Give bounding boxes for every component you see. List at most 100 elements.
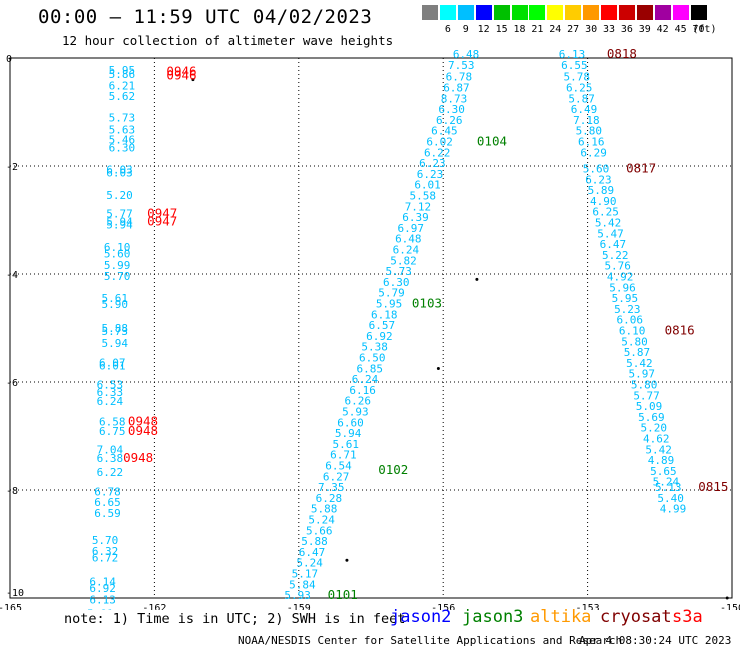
wave-height-label: 6.53 [97, 378, 124, 391]
wave-height-label: 5.99 [104, 259, 131, 272]
wave-height-label: 6.24 [97, 395, 124, 408]
scale-swatch-13 [654, 5, 671, 20]
wave-height-label: 5.60 [104, 247, 131, 260]
wave-height-label: 8.73 [441, 92, 468, 105]
wave-height-label: 6.65 [94, 496, 121, 509]
wave-height-label: 5.80 [621, 335, 648, 348]
x-tick-label: -156 [431, 603, 455, 610]
scale-label-33: 33 [602, 24, 616, 35]
wave-height-label: 6.28 [316, 492, 343, 505]
wave-height-label: 6.87 [443, 81, 470, 94]
wave-height-label: 6.85 [357, 362, 384, 375]
wave-height-label: 5.17 [292, 567, 319, 580]
wave-height-label: 5.79 [378, 287, 405, 300]
wave-height-label: 6.03 [106, 164, 132, 177]
pass-time-label: 0817 [626, 160, 656, 175]
wave-height-label: 5.88 [301, 535, 328, 548]
wave-height-label: 5.73 [385, 265, 412, 278]
wave-height-label: 5.61 [101, 292, 128, 305]
scale-label-6: 6 [444, 24, 451, 35]
wave-height-label: 6.47 [299, 546, 326, 559]
pass-time-label: 0948 [128, 423, 158, 438]
wave-height-label: 6.29 [580, 146, 607, 159]
wave-height-label: 6.75 [99, 425, 126, 438]
scale-swatch-1 [439, 5, 456, 20]
island-marker [475, 277, 479, 281]
x-tick-label: -165 [0, 603, 22, 610]
wave-height-label: 5.94 [106, 215, 133, 228]
pass-time-label: 0102 [378, 462, 408, 477]
wave-height-label: 4.90 [590, 195, 617, 208]
wave-height-label: 6.30 [438, 103, 465, 116]
wave-height-label: 5.94 [106, 219, 133, 232]
wave-height-label: 6.49 [571, 103, 598, 116]
wave-height-label: 5.65 [650, 465, 677, 478]
scale-label-21: 21 [531, 24, 544, 35]
wave-height-label: 5.20 [106, 189, 132, 202]
mission-jason3: jason3 [462, 607, 524, 627]
map-plot: -165 -162 -159 -156 -153 -150 0 -2 -4 -6 -8 -10 5.95… [0, 46, 740, 610]
scale-swatch-15 [690, 5, 707, 20]
scale-swatch-11 [618, 5, 635, 20]
scale-swatch-14 [672, 5, 689, 20]
pass-time-label: 0818 [607, 46, 637, 61]
wave-height-label: 6.30 [383, 276, 410, 289]
wave-height-label: 6.54 [325, 459, 352, 472]
wave-height-label: 6.30 [109, 141, 136, 154]
wave-height-label: 6.01 [99, 360, 126, 373]
scale-label-36: 36 [620, 24, 633, 35]
mission-altika: altika [530, 607, 592, 627]
wave-height-label: 4.99 [660, 503, 687, 516]
scale-label-70: 70 [692, 24, 705, 35]
wave-height-label: 6.10 [104, 241, 131, 254]
x-tick-label: -153 [576, 603, 600, 610]
island-marker [725, 596, 729, 600]
wave-height-label: 5.73 [101, 325, 128, 338]
wave-height-label: 5.86 [109, 68, 136, 81]
scale-label-27: 27 [567, 24, 580, 35]
wave-height-label: 5.96 [609, 281, 636, 294]
wave-height-label: 7.53 [448, 59, 475, 72]
pass-time-label: 0104 [477, 133, 507, 148]
wave-height-label: 5.24 [308, 513, 335, 526]
wave-height-label: 5.94 [101, 337, 128, 350]
wave-height-label: 5.95 [376, 297, 403, 310]
wave-height-label: 6.57 [369, 319, 396, 332]
wave-height-label: 6.16 [578, 135, 605, 148]
generated-timestamp: Apr 4 08:30:24 UTC 2023 [579, 634, 732, 647]
wave-height-label: 5.58 [410, 189, 437, 202]
wave-height-label: 5.42 [645, 443, 672, 456]
wave-height-label: 6.23 [417, 168, 444, 181]
wave-height-label: 5.77 [106, 207, 132, 220]
wave-height-label: 5.90 [101, 298, 128, 311]
wave-height-label: 5.93 [342, 405, 369, 418]
scale-label-18: 18 [513, 24, 526, 35]
wave-height-label: 6.38 [97, 452, 124, 465]
wave-height-label: 5.46 [109, 133, 136, 146]
wave-height-label: 5.94 [335, 427, 362, 440]
mission-cryosat: cryosat [600, 607, 672, 627]
scale-swatch-3 [475, 5, 492, 20]
wave-height-label: 5.84 [289, 578, 316, 591]
pass-time-label: 0947 [147, 213, 177, 228]
wave-height-label: 6.26 [345, 395, 372, 408]
wave-height-label: 4.92 [607, 270, 634, 283]
island-marker [436, 367, 440, 370]
wave-height-label: 6.13 [559, 48, 586, 61]
scale-swatch-10 [601, 5, 617, 20]
y-tick-label: -8 [6, 486, 18, 497]
wave-height-label: 6.55 [561, 59, 588, 72]
map-frame [9, 57, 733, 599]
scale-label-30: 30 [585, 24, 598, 35]
scale-label-15: 15 [495, 24, 508, 35]
wave-height-label: 6.59 [94, 507, 121, 520]
wave-height-label: 6.78 [446, 71, 473, 84]
wave-height-label: 6.07 [99, 356, 126, 369]
wave-height-label: 6.48 [453, 48, 480, 61]
wave-height-label: 6.10 [619, 324, 646, 337]
wave-height-label: 6.47 [600, 238, 627, 251]
scale-label-12: 12 [477, 24, 490, 35]
wave-height-label: 5.97 [629, 368, 656, 381]
wave-height-label: 6.50 [359, 351, 386, 364]
scale-label-42: 42 [656, 24, 669, 35]
